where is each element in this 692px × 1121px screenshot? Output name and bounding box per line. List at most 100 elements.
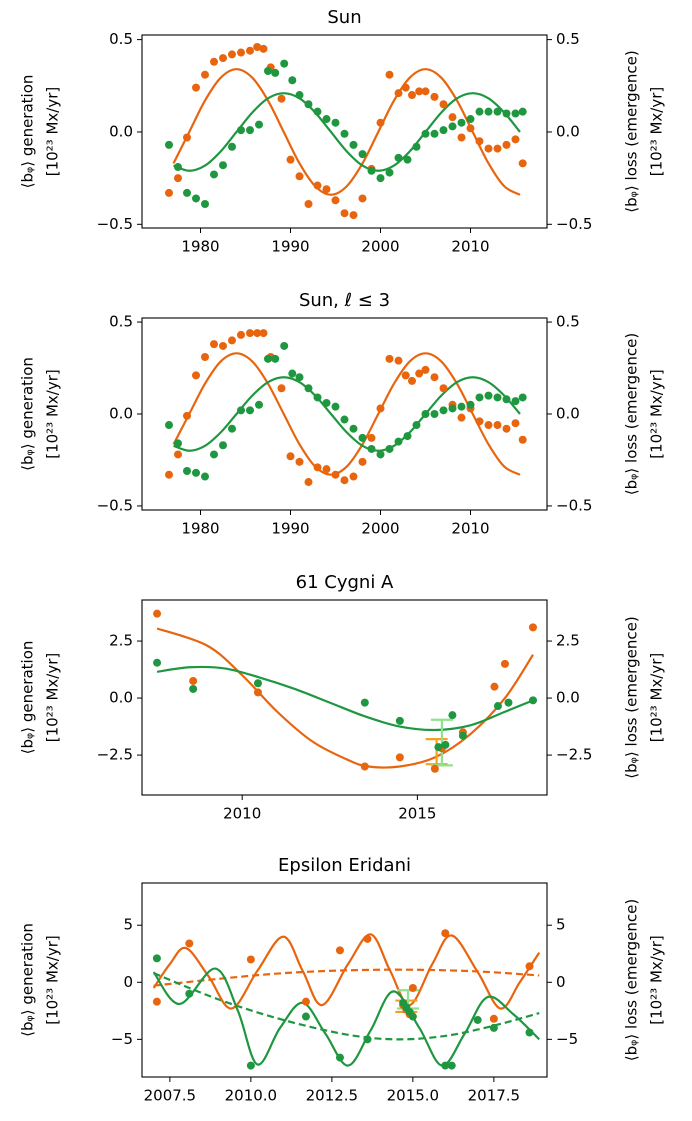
y2-tick-label: 0.0 xyxy=(556,122,580,140)
y2-axis-label: ⟨bᵩ⟩ loss (emergence) xyxy=(623,333,641,495)
x-tick-label: 2010 xyxy=(451,238,489,256)
data-point xyxy=(457,133,466,142)
data-point xyxy=(504,698,513,707)
data-point xyxy=(185,939,194,948)
y2-tick-label: −0.5 xyxy=(556,215,592,233)
data-point xyxy=(358,150,367,159)
data-point xyxy=(502,424,511,433)
data-point xyxy=(253,679,262,688)
data-point xyxy=(415,369,424,378)
data-point xyxy=(288,369,297,378)
data-point xyxy=(421,410,430,418)
x-tick-label: 2015 xyxy=(398,805,436,823)
data-point xyxy=(331,196,340,205)
data-point xyxy=(367,166,376,175)
data-point xyxy=(335,1053,344,1062)
data-point xyxy=(484,144,493,153)
y-axis-label: ⟨bᵩ⟩ generation xyxy=(19,923,37,1037)
data-point xyxy=(201,199,209,208)
data-point xyxy=(280,341,289,350)
data-point xyxy=(502,109,511,118)
data-point xyxy=(237,406,245,415)
data-point xyxy=(228,424,236,433)
data-point xyxy=(475,393,484,402)
data-point xyxy=(153,658,162,667)
data-point xyxy=(255,120,263,129)
y2-tick-label: 5 xyxy=(556,916,566,934)
data-point xyxy=(502,140,511,149)
data-point xyxy=(439,406,448,415)
x-tick-label: 1980 xyxy=(181,238,219,256)
y2-axis-label: [10²³ Mx/yr] xyxy=(648,653,666,743)
data-point xyxy=(192,371,200,380)
y2-tick-label: 0 xyxy=(556,973,566,991)
data-point xyxy=(246,126,254,135)
data-point xyxy=(475,107,484,116)
data-point xyxy=(304,384,313,393)
data-point xyxy=(511,419,520,428)
data-point xyxy=(518,393,527,402)
y-tick-label: −0.5 xyxy=(97,215,133,233)
y-tick-label: 2.5 xyxy=(109,632,133,650)
data-point xyxy=(259,329,268,338)
y-tick-label: 0.0 xyxy=(109,122,133,140)
data-point xyxy=(331,402,340,411)
x-tick-label: 2007.5 xyxy=(144,1087,197,1105)
data-point xyxy=(403,432,412,441)
data-point xyxy=(412,421,421,430)
data-point xyxy=(441,740,450,749)
data-point xyxy=(363,1035,372,1044)
data-point xyxy=(301,997,310,1006)
data-point xyxy=(439,100,448,109)
y-axis-label: [10²³ Mx/yr] xyxy=(44,369,62,459)
data-point xyxy=(264,354,272,363)
data-point xyxy=(441,1061,450,1070)
data-point xyxy=(401,83,410,92)
data-point xyxy=(493,107,502,116)
x-tick-label: 2012.5 xyxy=(306,1087,359,1105)
data-point xyxy=(189,676,198,685)
data-point xyxy=(358,457,367,466)
data-point xyxy=(304,478,313,487)
data-point xyxy=(165,470,173,479)
data-point xyxy=(376,404,385,413)
y-axis-label: [10²³ Mx/yr] xyxy=(44,87,62,177)
data-point xyxy=(376,450,385,459)
data-point xyxy=(301,1012,310,1021)
fit-curve xyxy=(173,376,521,452)
data-point xyxy=(253,43,262,52)
data-point xyxy=(457,413,466,422)
data-point xyxy=(340,209,349,218)
data-point xyxy=(447,1061,456,1070)
data-point xyxy=(210,340,218,349)
y-tick-label: 0 xyxy=(123,973,133,991)
data-point xyxy=(313,463,322,472)
data-point xyxy=(165,140,173,149)
data-point xyxy=(484,107,493,116)
data-point xyxy=(174,163,182,172)
data-point xyxy=(313,107,322,116)
data-point xyxy=(210,450,218,459)
data-point xyxy=(367,444,376,453)
data-point xyxy=(448,122,457,131)
data-point xyxy=(286,452,295,461)
data-point xyxy=(280,59,289,68)
fit-curve xyxy=(172,68,521,196)
y-tick-label: −5 xyxy=(111,1030,133,1048)
y-tick-label: 0.0 xyxy=(109,689,133,707)
data-point xyxy=(401,371,410,380)
data-point xyxy=(152,954,161,963)
data-point xyxy=(430,410,439,418)
data-point xyxy=(376,118,385,127)
data-point xyxy=(304,199,313,208)
data-point xyxy=(183,467,191,476)
data-point xyxy=(528,623,537,632)
data-point xyxy=(475,137,484,146)
data-point xyxy=(394,153,403,162)
data-point xyxy=(192,83,200,92)
plot-frame xyxy=(141,882,548,1078)
fit-curve xyxy=(152,933,541,1010)
y2-axis-label: ⟨bᵩ⟩ loss (emergence) xyxy=(623,616,641,778)
data-point xyxy=(331,470,340,479)
